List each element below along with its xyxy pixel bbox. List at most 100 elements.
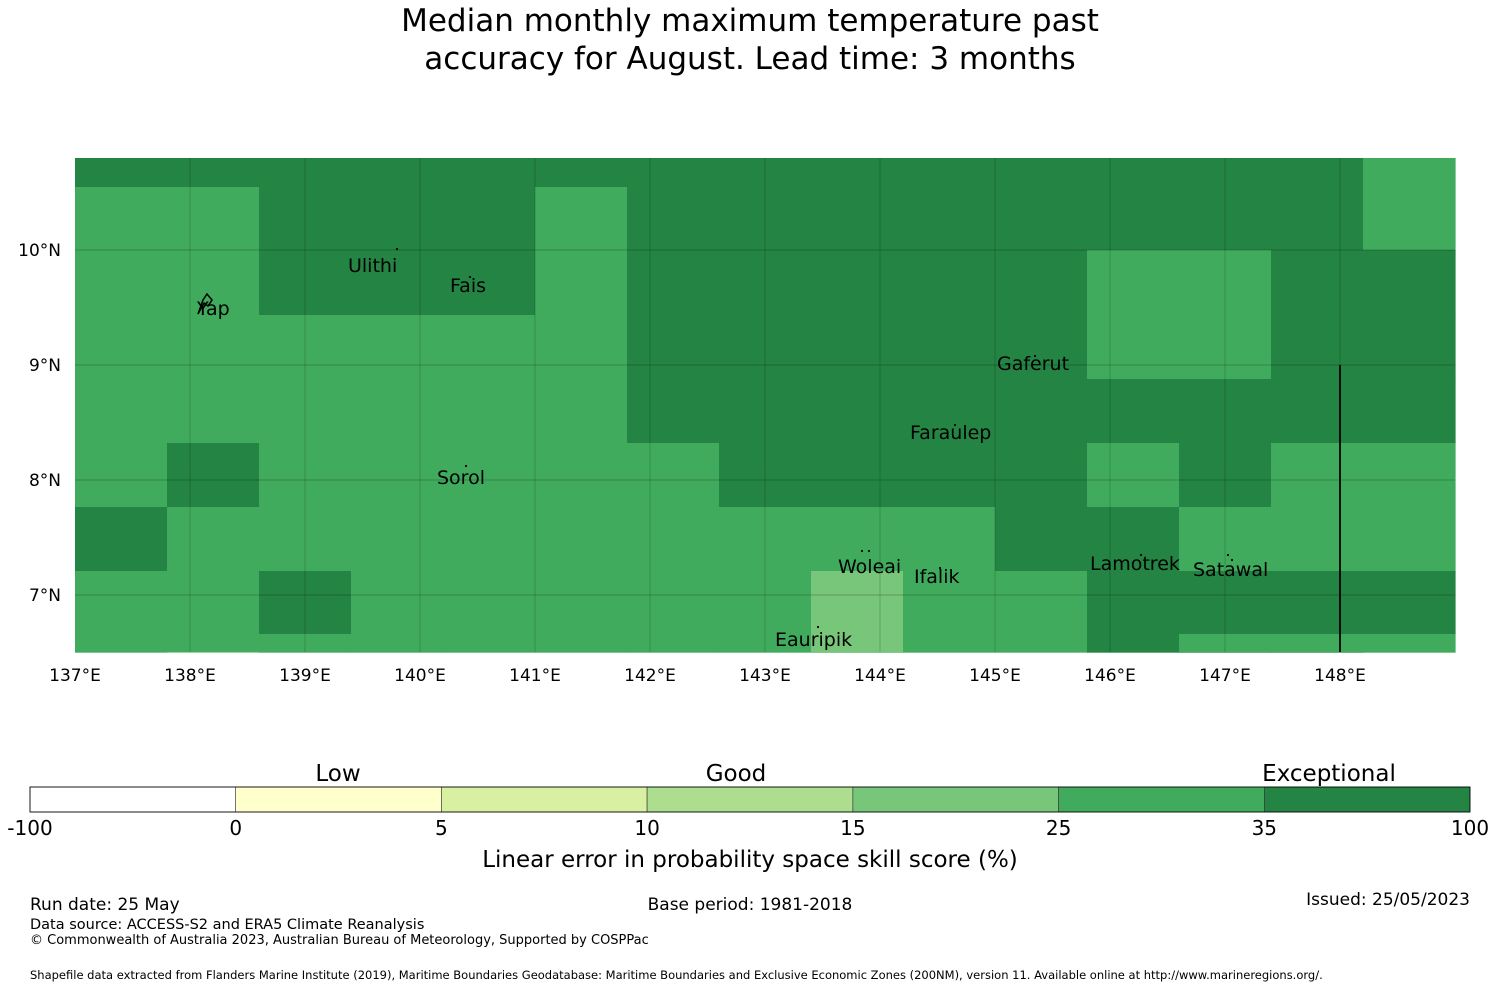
grid-cell [75,250,168,316]
colorbar-category-good: Good [706,761,767,787]
grid-cell [1271,250,1364,316]
grid-cell [1363,507,1456,572]
grid-cell [259,250,352,316]
y-tick-label: 7°N [29,586,61,606]
grid-cell [351,652,444,653]
copyright: © Commonwealth of Australia 2023, Austra… [30,933,649,948]
grid-cell [627,158,720,188]
grid-cell [1363,379,1456,444]
grid-cell [719,379,812,444]
y-tick-label: 8°N [29,471,61,491]
grid-cell [1271,315,1364,380]
issued-date: Issued: 25/05/2023 [1306,890,1470,910]
x-tick-label: 138°E [164,666,216,686]
grid-cell [1271,187,1364,251]
grid-cell [167,379,260,444]
grid-cell [1271,571,1364,635]
x-tick-label: 146°E [1084,666,1136,686]
colorbar-segment [441,786,648,813]
colorbar-tick-label: 25 [1046,816,1071,840]
grid-cell [351,507,444,572]
grid-cell [719,250,812,316]
grid-cell [75,507,168,572]
colorbar-tick-label: 10 [634,816,659,840]
grid-cell [443,250,536,316]
grid-cell [259,634,352,653]
grid-cell [627,634,720,653]
grid-cell [443,443,536,508]
grid-cell [259,158,352,188]
base-period: Base period: 1981-2018 [647,895,853,915]
place-label-lamotrek: Lamotrek [1090,553,1180,575]
place-label-sorol: Sorol [437,467,485,489]
grid-cell [903,250,996,316]
place-label-yap: Yap [196,298,230,320]
colorbar-segment [29,786,236,813]
grid-cell [903,507,996,572]
grid-cell [995,315,1088,380]
colorbar-tick-label: 15 [840,816,865,840]
grid-cell [811,652,904,653]
grid-cell [167,634,260,653]
grid-cell [1179,443,1272,508]
grid-cell [903,379,996,444]
grid-cell [1179,571,1272,635]
grid-cell [351,315,444,380]
grid-cell [443,571,536,635]
grid-cell [1363,634,1456,653]
grid-cell [903,315,996,380]
grid-cell [995,379,1088,444]
grid-cell [167,443,260,508]
island-dot [1139,553,1143,557]
x-axis-ticks: 137°E 138°E 139°E 140°E 141°E 142°E 143°E 144°E… [49,666,1366,686]
grid-cell [995,507,1088,572]
place-label-fais: Fais [450,275,486,297]
colorbar-tick-label: 35 [1252,816,1277,840]
island-dot [1033,354,1037,358]
grid-cell [167,250,260,316]
grid-cell [259,379,352,444]
colorbar-category-exceptional: Exceptional [1262,761,1396,787]
grid-cell [627,315,720,380]
x-tick-label: 145°E [969,666,1021,686]
x-tick-label: 141°E [509,666,561,686]
grid-cell [995,250,1088,316]
x-tick-label: 143°E [739,666,791,686]
grid-cell [719,158,812,188]
grid-cell [75,187,168,251]
grid-cell [259,315,352,380]
grid-cell [1179,507,1272,572]
grid-cell [351,379,444,444]
y-axis-ticks: 10°N 9°N 8°N 7°N [18,241,61,606]
grid-cell [259,652,352,653]
grid-cell [811,187,904,251]
grid-cell [811,634,904,653]
grid-cell [535,571,628,635]
grid-cell [167,507,260,572]
grid-cell [1087,652,1180,653]
colorbar-segment [852,786,1059,813]
grid-cell [75,443,168,508]
grid-cell [1179,187,1272,251]
grid-cell [811,443,904,508]
grid-cell [535,634,628,653]
yap-island-shape [197,292,213,315]
grid-cell [1179,158,1272,188]
colorbar-label: Linear error in probability space skill … [482,847,1018,873]
grid-cell [995,187,1088,251]
data-source: Data source: ACCESS-S2 and ERA5 Climate … [30,917,425,933]
x-tick-label: 139°E [279,666,331,686]
grid-cell [811,507,904,572]
grid-cell [443,379,536,444]
title-line-1: Median monthly maximum temperature past [401,3,1099,39]
grid-cell [351,158,444,188]
grid-cell [811,571,904,635]
island-dot [860,549,864,553]
grid-cell [627,250,720,316]
grid-cell [443,652,536,653]
run-date: Run date: 25 May [30,895,180,915]
grid-cell [535,315,628,380]
place-label-ifalik: Ifalik [914,566,960,588]
grid-cell [443,158,536,188]
